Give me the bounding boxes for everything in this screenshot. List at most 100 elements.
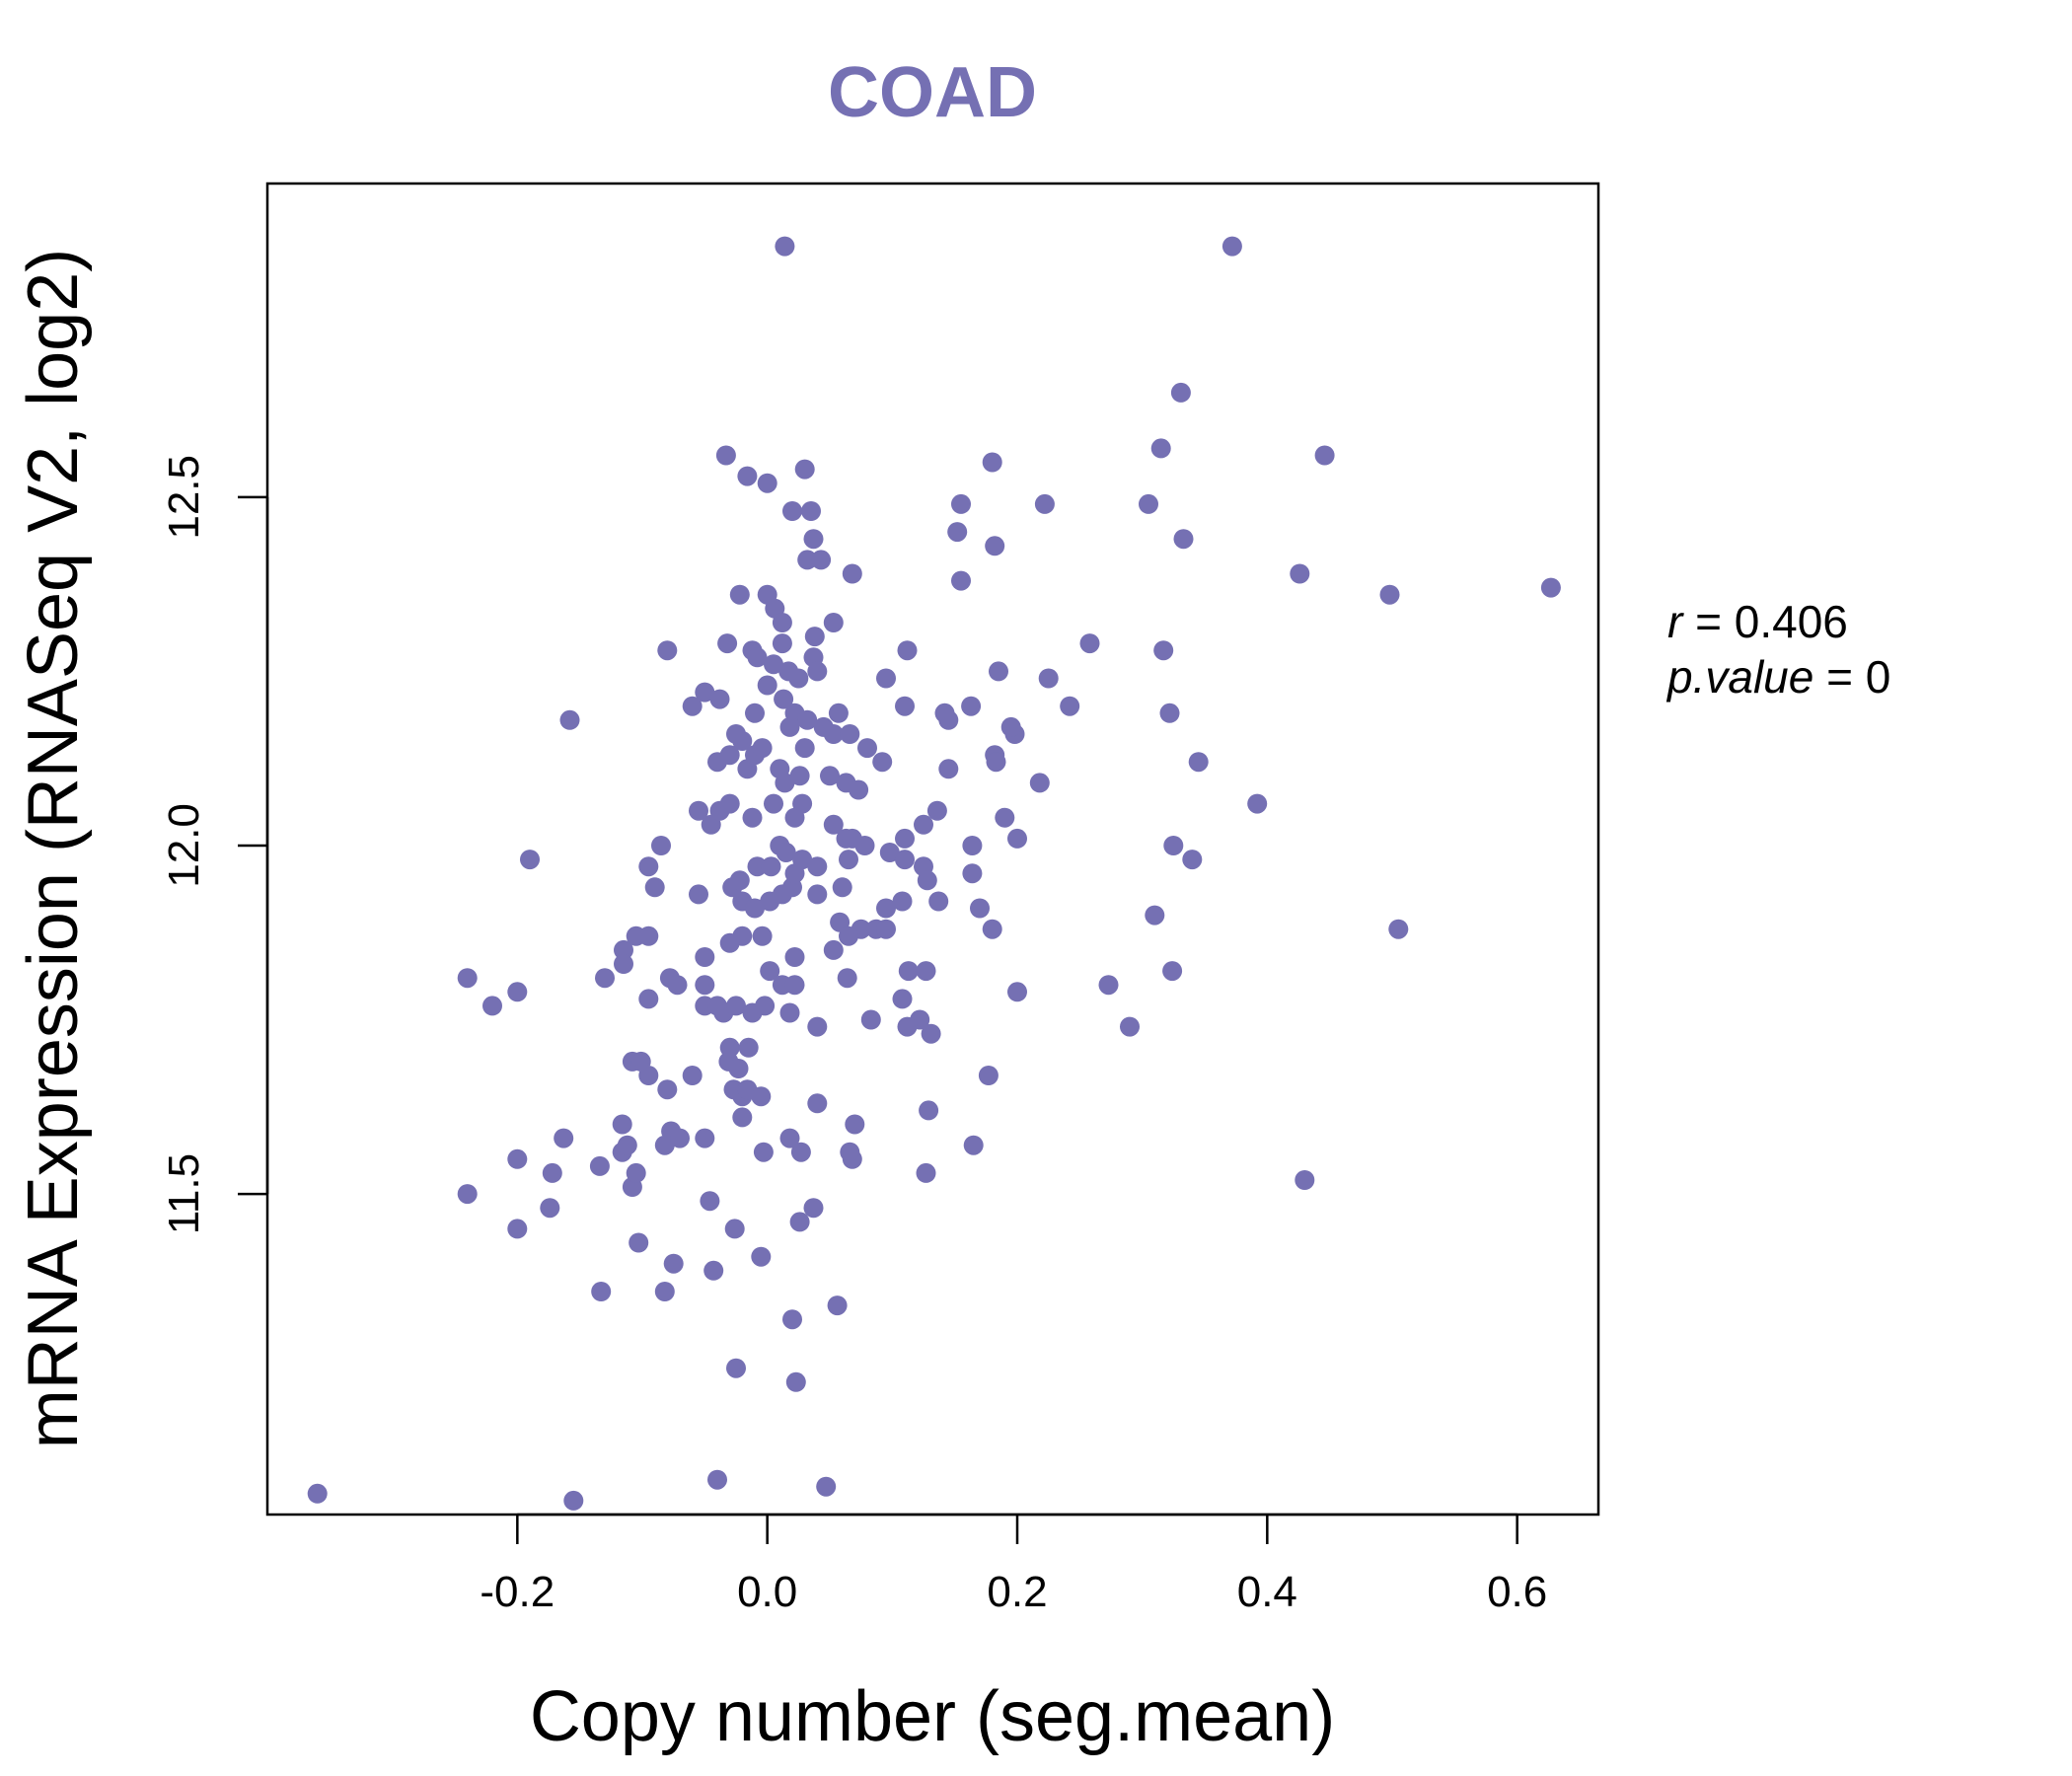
data-point [839, 925, 858, 946]
data-point [857, 738, 877, 759]
data-point [745, 703, 765, 723]
data-point [785, 1371, 806, 1392]
data-point [726, 1358, 746, 1378]
data-point [845, 1114, 865, 1135]
data-point [839, 850, 858, 870]
data-point [1145, 905, 1165, 925]
data-point [804, 627, 825, 647]
data-point [876, 668, 896, 689]
data-point [1540, 577, 1561, 598]
data-point [1314, 445, 1335, 466]
data-point [842, 563, 862, 584]
data-point [703, 1260, 724, 1281]
p-value: 0 [1866, 651, 1891, 703]
data-point [612, 1114, 632, 1135]
data-point [663, 1253, 684, 1274]
data-point [507, 1219, 528, 1239]
data-point [898, 961, 919, 982]
data-point [775, 773, 795, 793]
data-point [928, 891, 949, 912]
data-point [926, 800, 947, 821]
data-point [989, 661, 1008, 682]
data-points [307, 236, 1561, 1511]
data-point [842, 1148, 862, 1169]
x-axis: -0.2 0.0 0.2 0.4 0.6 [480, 1513, 1547, 1616]
data-point [757, 675, 777, 696]
data-point [917, 870, 937, 891]
data-point [807, 884, 828, 905]
data-point [1060, 696, 1080, 716]
data-point [840, 724, 860, 744]
data-point [724, 1219, 745, 1239]
data-point [897, 1016, 918, 1037]
data-point [707, 1469, 727, 1490]
data-point [617, 1135, 637, 1155]
data-point [738, 1037, 759, 1058]
data-point [638, 989, 659, 1009]
data-point [657, 640, 678, 661]
data-point [816, 1476, 837, 1497]
data-point [457, 1184, 478, 1205]
data-point [782, 1309, 802, 1330]
data-point [1034, 493, 1055, 514]
data-point [651, 836, 671, 855]
data-point [978, 1066, 999, 1085]
data-point [747, 647, 768, 668]
data-point [897, 640, 918, 661]
data-point [876, 919, 896, 939]
r-symbol: r [1667, 596, 1684, 647]
data-point [1153, 640, 1174, 661]
data-point [1379, 584, 1400, 605]
r-equals: = [1682, 596, 1734, 647]
data-point [982, 919, 1002, 939]
data-point [842, 828, 862, 849]
data-point [1182, 850, 1203, 870]
data-point [709, 689, 730, 709]
data-point [916, 1162, 936, 1183]
data-point [792, 850, 813, 870]
data-point [1159, 703, 1180, 723]
data-point [784, 947, 805, 967]
data-point [507, 1148, 528, 1169]
data-point [895, 696, 915, 716]
data-point [879, 843, 900, 862]
data-point [1139, 493, 1158, 514]
data-point [753, 1142, 774, 1162]
data-point [961, 696, 982, 716]
data-point [1038, 668, 1059, 689]
data-point [732, 1107, 753, 1128]
data-point [1170, 382, 1191, 403]
data-point [1163, 836, 1184, 855]
data-point [803, 529, 824, 550]
data-point [775, 236, 795, 257]
data-point [563, 1490, 584, 1511]
data-point [554, 1128, 574, 1148]
data-point [779, 1002, 800, 1023]
data-point [760, 961, 780, 982]
data-point [962, 863, 983, 884]
data-point [752, 925, 773, 946]
data-point [559, 709, 580, 730]
data-point [849, 779, 869, 800]
data-point [764, 793, 783, 814]
data-point [654, 1282, 675, 1301]
data-point [772, 633, 792, 654]
data-point [803, 1198, 824, 1219]
data-point [1295, 1170, 1315, 1190]
data-point [919, 1100, 939, 1121]
data-point [1007, 828, 1027, 849]
data-point [947, 522, 968, 543]
y-tick-label: 12.0 [160, 803, 208, 888]
data-point [807, 1016, 828, 1037]
data-point [751, 1246, 772, 1267]
data-point [764, 654, 783, 675]
data-point [774, 689, 794, 709]
data-point [788, 668, 809, 689]
data-point [695, 1128, 715, 1148]
data-point [715, 445, 736, 466]
data-point [732, 925, 753, 946]
y-tick-label: 12.5 [160, 455, 208, 540]
data-point [982, 452, 1002, 473]
data-point [1029, 773, 1050, 793]
